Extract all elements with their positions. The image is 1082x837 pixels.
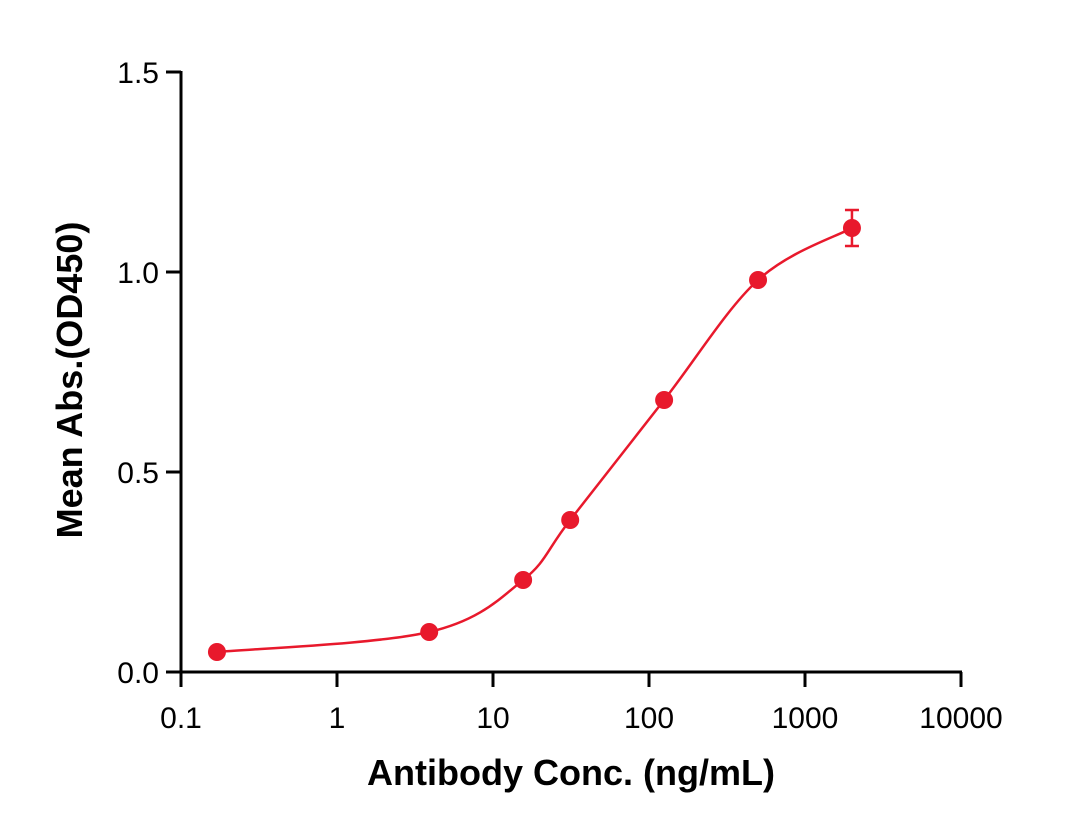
y-tick-label: 1.0 [117, 257, 159, 290]
x-tick-label: 1000 [772, 702, 839, 735]
data-point [207, 643, 226, 661]
x-tick-label: 10 [476, 702, 509, 735]
x-tick-label: 100 [624, 702, 674, 735]
y-tick-label: 0.0 [117, 657, 159, 690]
y-tick-label: 0.5 [117, 457, 159, 490]
data-point [420, 623, 439, 641]
data-point [842, 219, 861, 237]
data-point [655, 391, 674, 409]
data-point [561, 511, 580, 529]
x-tick-label: 0.1 [160, 702, 202, 735]
y-axis-title: Mean Abs.(OD450) [49, 222, 90, 539]
fit-curve [216, 226, 853, 654]
data-point [514, 571, 533, 589]
x-tick-label: 1 [329, 702, 346, 735]
y-tick-label: 1.5 [117, 57, 159, 90]
data-point [749, 271, 768, 289]
x-axis-title: Antibody Conc. (ng/mL) [367, 752, 775, 793]
x-tick-label: 10000 [919, 702, 1002, 735]
